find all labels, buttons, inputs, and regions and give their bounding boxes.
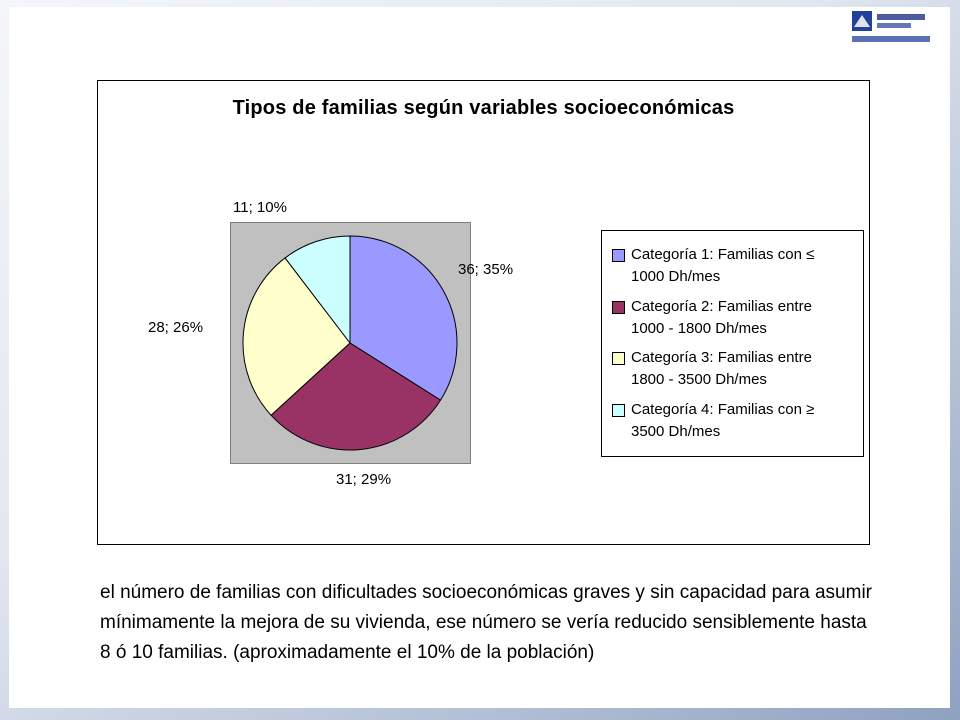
organization-logo-icon [852, 11, 930, 42]
chart-title: Tipos de familias según variables socioe… [232, 97, 735, 119]
body-text: el número de familias con dificultades s… [100, 582, 872, 663]
legend-item-categoria-4: Categoría 4: Familias con ≥ 3500 Dh/mes [610, 399, 855, 443]
pie-slice-categoria-3 [242, 257, 351, 416]
pie-data-label-categoria-3: 28; 26% [148, 319, 204, 336]
legend-item-categoria-3: Categoría 3: Familias entre 1800 - 3500 … [610, 347, 855, 391]
legend-label: Categoría 2: Familias entre 1000 - 1800 … [631, 297, 812, 337]
chart-legend: Categoría 1: Familias con ≤ 1000 Dh/mes C… [601, 230, 864, 457]
legend-label: Categoría 4: Familias con ≥ 3500 Dh/mes [631, 400, 815, 440]
pie-data-label-categoria-2: 31; 29% [336, 471, 392, 488]
legend-marker-icon [612, 249, 625, 263]
legend-marker-icon [612, 352, 625, 366]
pie-svg [242, 235, 458, 451]
pie-slice-categoria-1 [349, 235, 458, 401]
legend-label: Categoría 3: Familias entre 1800 - 3500 … [631, 349, 812, 389]
legend-label: Categoría 1: Familias con ≤ 1000 Dh/mes [631, 246, 815, 286]
pie-data-label-categoria-1: 36; 35% [458, 261, 514, 278]
pie-slice-categoria-4 [284, 235, 351, 345]
legend-marker-icon [612, 403, 625, 417]
legend-item-categoria-1: Categoría 1: Familias con ≤ 1000 Dh/mes [610, 244, 855, 288]
pie-slice-categoria-2 [270, 342, 442, 451]
legend-marker-icon [612, 300, 625, 314]
pie-data-label-categoria-4: 11; 10% [233, 199, 287, 216]
legend-item-categoria-2: Categoría 2: Familias entre 1000 - 1800 … [610, 296, 855, 340]
